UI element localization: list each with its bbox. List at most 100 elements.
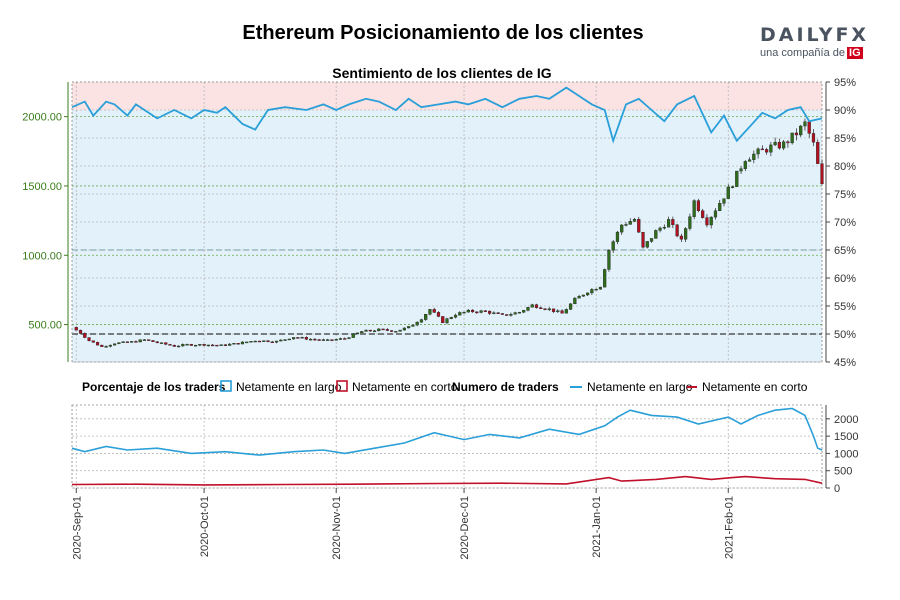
candle <box>496 312 500 314</box>
candle-body <box>752 153 756 160</box>
candle-body <box>505 314 509 316</box>
candle-body <box>705 217 709 226</box>
candle <box>479 309 483 314</box>
candle-body <box>534 304 539 308</box>
candle-body <box>658 227 662 231</box>
candle <box>458 311 462 316</box>
candle <box>266 340 270 343</box>
candle <box>232 343 236 345</box>
candle <box>95 341 100 346</box>
candle <box>377 328 381 332</box>
candle-body <box>172 345 176 347</box>
candle-body <box>649 238 654 242</box>
candle-body <box>799 125 803 136</box>
candle <box>547 307 551 312</box>
candle <box>628 218 632 225</box>
candle-body <box>428 309 432 315</box>
candle-body <box>206 344 210 347</box>
candle-body <box>688 216 692 229</box>
candle-body <box>104 346 108 348</box>
candle <box>381 328 385 331</box>
candle-body <box>151 340 155 342</box>
candle <box>598 286 603 290</box>
count-long-line <box>71 407 823 456</box>
candle <box>782 139 786 151</box>
candle-body <box>232 343 236 345</box>
legend-count-short: Netamente en corto <box>702 380 808 394</box>
candle <box>411 324 415 327</box>
candle <box>100 344 104 347</box>
candle <box>632 217 637 223</box>
candle <box>245 341 249 344</box>
candle-body <box>586 292 590 296</box>
candle <box>219 344 223 346</box>
price-tick-label: 1000.00 <box>22 250 62 262</box>
candle-body <box>317 339 321 341</box>
candle-body <box>313 338 317 341</box>
candle <box>475 311 479 314</box>
candle <box>526 306 530 312</box>
candle-body <box>291 337 296 340</box>
candle <box>291 337 296 340</box>
percent-tick-label: 55% <box>834 301 856 313</box>
candle <box>786 140 790 148</box>
candle-body <box>419 319 424 323</box>
candle <box>368 329 372 332</box>
candle <box>794 128 799 141</box>
candle-body <box>462 311 466 314</box>
candle-body <box>300 337 304 339</box>
candle <box>658 226 662 233</box>
candle-body <box>675 224 679 237</box>
candle-body <box>436 312 441 317</box>
candle-body <box>547 308 551 311</box>
sentiment-price-chart: 500.00 1000.00 1500.00 2000.00 45% 50% 55% 60% 6… <box>22 77 856 369</box>
candle-body <box>83 333 87 338</box>
candle-body <box>713 210 718 218</box>
candle <box>279 339 283 342</box>
candle-body <box>134 341 138 343</box>
candle-body <box>679 235 683 240</box>
candle-body <box>164 342 168 345</box>
percent-tick-label: 70% <box>834 217 856 229</box>
net-long-percent-line <box>71 86 823 144</box>
candle-body <box>684 228 688 240</box>
candle <box>385 328 389 332</box>
candle <box>769 141 773 157</box>
candle-body <box>385 329 389 331</box>
candle-body <box>368 329 372 332</box>
candle-body <box>624 224 628 226</box>
candle-body <box>556 310 560 312</box>
candle <box>816 139 820 164</box>
candle-body <box>611 241 615 251</box>
candle <box>249 341 253 343</box>
candle <box>513 311 517 315</box>
candle <box>343 337 347 340</box>
candle-body <box>568 303 573 310</box>
candle-body <box>78 329 83 334</box>
candle-body <box>74 327 78 331</box>
candle-body <box>240 341 245 345</box>
candle <box>590 288 594 295</box>
candle-body <box>223 344 228 346</box>
candle <box>330 339 334 342</box>
candle-body <box>794 132 799 136</box>
candle <box>688 213 692 231</box>
candlesticks <box>74 118 824 348</box>
candle-body <box>351 333 355 338</box>
candle-body <box>560 310 564 314</box>
candle-body <box>185 344 189 346</box>
candle-body <box>662 226 666 229</box>
candle <box>372 329 377 333</box>
candle <box>351 333 355 338</box>
candle-body <box>466 309 470 313</box>
candle-body <box>735 170 739 187</box>
candle <box>151 340 155 342</box>
candle <box>739 166 743 174</box>
candle-body <box>91 340 95 343</box>
candle <box>240 341 245 345</box>
candle-body <box>492 312 496 314</box>
candle <box>449 316 453 320</box>
candle-body <box>581 294 585 297</box>
candle-body <box>816 141 820 164</box>
legend-percent-short: Netamente en corto <box>352 380 458 394</box>
